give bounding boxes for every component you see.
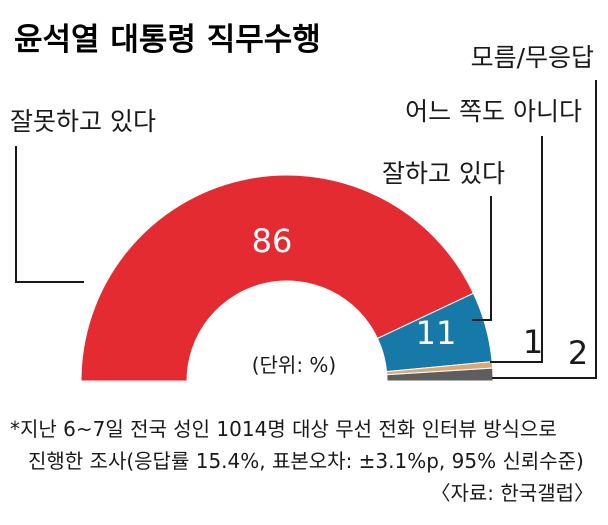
source-label: 〈자료: 한국갤럽〉	[431, 481, 595, 505]
unit-label: (단위: %)	[252, 353, 337, 377]
leader-line-neither	[490, 136, 543, 363]
leader-line-bad	[15, 146, 84, 283]
value-good: 11	[416, 314, 457, 352]
slice-bad	[80, 174, 475, 382]
label-good: 잘하고 있다	[382, 159, 505, 188]
label-bad: 잘못하고 있다	[10, 107, 156, 136]
slices-group	[80, 174, 494, 382]
value-neither: 1	[523, 323, 543, 361]
value-bad: 86	[252, 222, 293, 260]
label-neither: 어느 쪽도 아니다	[405, 97, 582, 126]
chart-title: 윤석열 대통령 직무수행	[14, 22, 321, 58]
value-unknown: 2	[568, 334, 588, 372]
slice-unknown	[386, 367, 494, 382]
label-unknown: 모름/무응답	[471, 43, 594, 72]
footnote-line-2: 진행한 조사(응답률 15.4%, 표본오차: ±3.1%p, 95% 신뢰수준…	[28, 449, 584, 473]
leader-line-unknown	[492, 80, 597, 379]
footnote-line-1: *지난 6~7일 전국 성인 1014명 대상 무선 전화 인터뷰 방식으로	[10, 417, 557, 441]
leader-line-good	[472, 196, 492, 321]
